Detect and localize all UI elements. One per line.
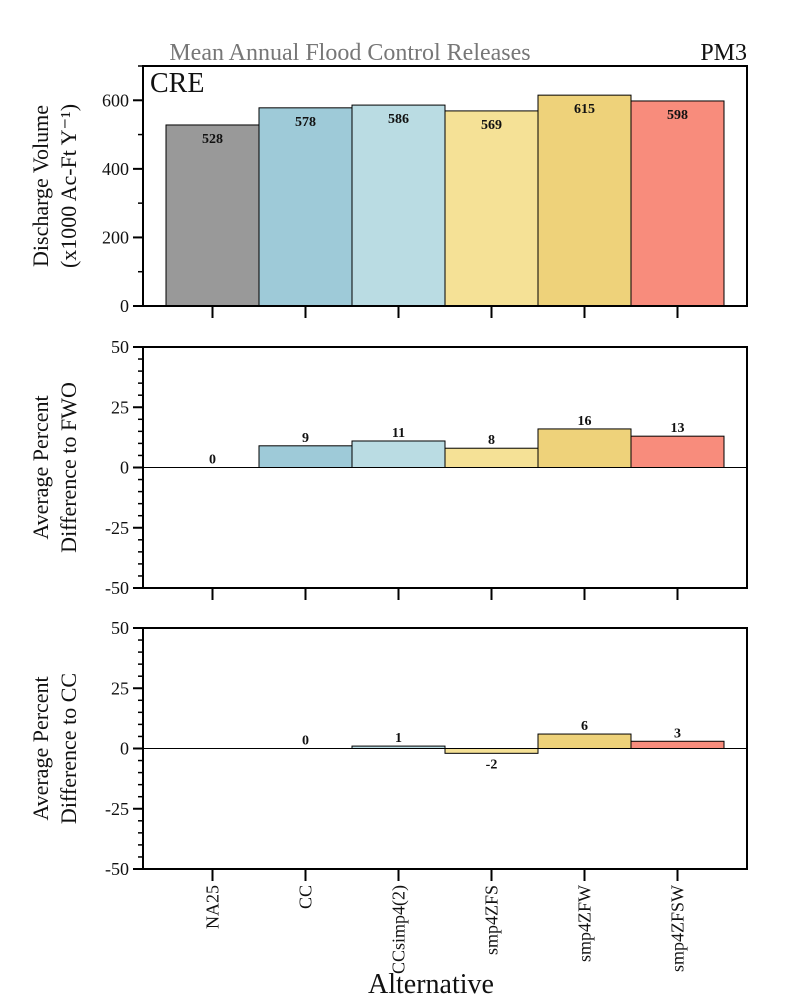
y-axis-title: Difference to FWO (56, 382, 81, 553)
bar (630, 100, 725, 307)
y-tick-label: 600 (102, 90, 129, 110)
y-tick-label: 200 (102, 227, 129, 247)
data-label: -2 (486, 757, 498, 772)
bar (537, 428, 632, 469)
plot-frame (142, 65, 748, 307)
y-tick-label: -25 (105, 799, 129, 819)
chart-panel-2: 0 9 11 8 16 13 -50 -25 0 25 50 Average Percent Diffe… (28, 337, 748, 600)
x-tick-label: smp4ZFSW (668, 885, 688, 972)
y-tick-label: 400 (102, 159, 129, 179)
data-label: 0 (302, 734, 309, 749)
data-label: 569 (481, 118, 502, 133)
y-tick-label: -50 (105, 859, 129, 879)
data-label: 528 (202, 132, 223, 147)
panel-tag: CRE (150, 68, 204, 99)
y-axis-title: Average Percent (28, 676, 53, 820)
y-axis-title: (x1000 Ac-Ft Y⁻¹) (56, 104, 81, 268)
bar (444, 748, 539, 754)
bar (630, 435, 725, 469)
y-tick-label: -50 (105, 578, 129, 598)
data-label: 598 (667, 108, 688, 123)
data-label: 8 (488, 433, 495, 448)
x-tick-label: CC (296, 885, 316, 909)
data-label: 586 (388, 112, 409, 127)
bar (258, 107, 353, 307)
bar (351, 104, 446, 307)
bar (444, 447, 539, 469)
chart-code: PM3 (700, 40, 747, 66)
bar (444, 110, 539, 307)
bar (258, 445, 353, 468)
y-tick-label: 0 (120, 296, 129, 316)
data-label: 9 (302, 431, 309, 446)
x-tick-label: NA25 (203, 885, 223, 929)
y-tick-label: 25 (111, 678, 129, 698)
bar (165, 124, 260, 307)
chart-panel-1: 528 578 586 569 615 598 0 200 400 600 Discharge Vo… (28, 65, 748, 318)
x-tick-label: smp4ZFW (575, 885, 595, 962)
data-label: 3 (674, 726, 681, 741)
x-tick-label: smp4ZFS (482, 885, 502, 955)
y-tick-label: 0 (120, 739, 129, 759)
data-label: 578 (295, 115, 316, 130)
bar (351, 440, 446, 468)
y-axis-title: Average Percent (28, 395, 53, 539)
y-tick-label: 50 (111, 618, 129, 638)
data-label: 16 (578, 414, 592, 429)
x-tick-label: CCsimp4(2) (389, 885, 410, 974)
y-axis-title: Difference to CC (56, 673, 81, 824)
bar (537, 94, 632, 307)
data-label: 6 (581, 719, 588, 734)
data-label: 11 (392, 426, 405, 441)
data-label: 0 (209, 453, 216, 468)
data-label: 615 (574, 102, 595, 117)
chart-title: Mean Annual Flood Control Releases (169, 40, 530, 66)
y-axis-title: Discharge Volume (28, 105, 53, 267)
y-tick-label: 25 (111, 397, 129, 417)
bar (630, 740, 725, 750)
x-axis-title: Alternative (368, 969, 494, 1000)
chart-panel-3: 0 1 -2 6 3 -50 -25 0 25 50 Average Percent Differen… (28, 618, 748, 974)
data-label: 1 (395, 731, 402, 746)
y-tick-label: 0 (120, 458, 129, 478)
bar (537, 733, 632, 749)
data-label: 13 (671, 421, 685, 436)
y-tick-label: -25 (105, 518, 129, 538)
y-tick-label: 50 (111, 337, 129, 357)
